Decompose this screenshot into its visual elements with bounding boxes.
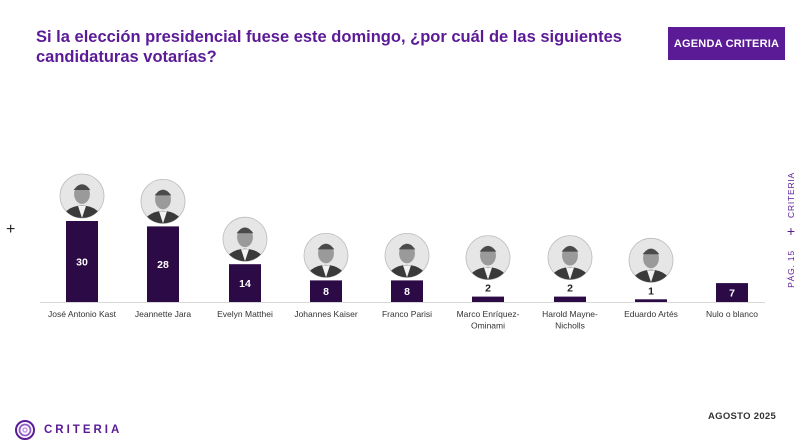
plus-icon: + [786, 223, 796, 239]
person-hair [479, 246, 497, 252]
page-title: Si la elección presidencial fuese este d… [36, 28, 622, 66]
criteria-logo: CRITERIA [14, 419, 122, 441]
person-collar [78, 205, 86, 218]
plus-icon: + [6, 221, 16, 238]
person-shoulders [467, 267, 509, 280]
person-hair [154, 189, 172, 196]
person-hair [317, 243, 335, 250]
category-label: Marco Enríquez- [457, 309, 520, 319]
person-collar [159, 211, 167, 224]
agenda-criteria-button[interactable]: AGENDA CRITERIA [668, 27, 785, 60]
category-label: Harold Mayne- [542, 309, 598, 319]
candidate-photo [628, 237, 674, 283]
bar [310, 280, 342, 302]
report-date: AGOSTO 2025 [708, 411, 777, 422]
data-label: 2 [567, 283, 573, 295]
category-label: Ominami [471, 321, 505, 331]
data-label: 7 [729, 288, 735, 300]
bar [147, 226, 179, 302]
person-collar [566, 267, 574, 280]
category-label: José Antonio Kast [48, 309, 117, 319]
person-hair [73, 184, 91, 190]
person-shoulders [549, 267, 591, 280]
criteria-logo-icon [15, 420, 35, 440]
data-label: 14 [239, 278, 251, 290]
category-label: Jeannette Jara [135, 309, 192, 319]
data-label: 1 [648, 285, 654, 297]
bar [391, 280, 423, 302]
category-label: Johannes Kaiser [294, 309, 357, 319]
category-label: Franco Parisi [382, 309, 432, 319]
person-hair [398, 243, 416, 250]
category-label: Nicholls [555, 321, 585, 331]
person-shoulders [224, 248, 266, 262]
bar [635, 299, 667, 302]
candidate-photo [303, 232, 349, 278]
bar [229, 264, 261, 302]
bar [554, 296, 586, 302]
person-hair [236, 227, 254, 234]
person-shoulders [61, 205, 103, 218]
category-label: Evelyn Matthei [217, 309, 273, 319]
person-hair [561, 246, 579, 252]
person-shoulders [305, 264, 347, 278]
bar [472, 296, 504, 302]
category-label: Nulo o blanco [706, 309, 758, 319]
candidate-photo [547, 235, 593, 281]
data-label: 8 [323, 286, 329, 298]
candidate-photo [222, 216, 268, 262]
candidate-photo [140, 178, 186, 224]
side-navigation: CRITERIA + PÁG. 15 [785, 172, 797, 290]
candidate-photo [59, 173, 105, 219]
bar [66, 221, 98, 302]
person-collar [322, 265, 330, 278]
person-shoulders [142, 210, 184, 224]
person-shoulders [386, 264, 428, 278]
category-label: Eduardo Artés [624, 309, 678, 319]
data-label: 30 [76, 257, 88, 269]
person-hair [642, 248, 660, 255]
logo-text: CRITERIA [44, 424, 123, 436]
person-collar [241, 249, 249, 262]
person-collar [647, 270, 655, 283]
candidate-photo [384, 232, 430, 278]
person-collar [484, 267, 492, 280]
bar [716, 283, 748, 302]
data-label: 8 [404, 286, 410, 298]
data-label: 28 [157, 259, 169, 271]
person-shoulders [630, 269, 672, 283]
candidate-photo [465, 235, 511, 281]
data-label: 2 [485, 283, 491, 295]
person-collar [403, 265, 411, 278]
